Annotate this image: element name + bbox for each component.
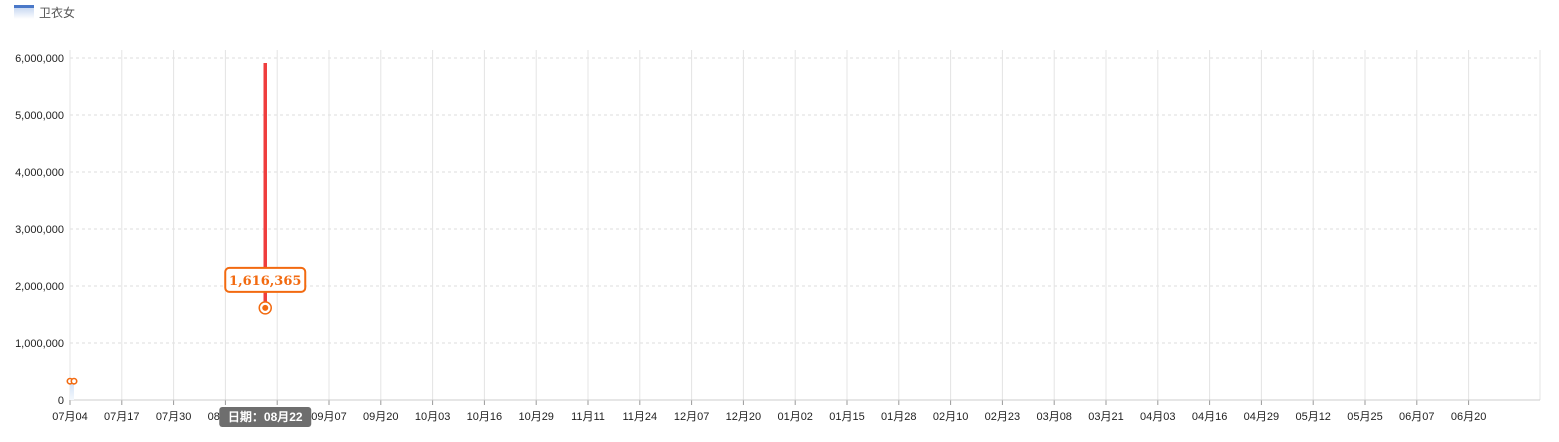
x-tick-label: 10月29 [518, 411, 553, 423]
y-tick-label: 5,000,000 [15, 110, 64, 122]
x-tick-label: 11月24 [622, 411, 657, 423]
x-tick-label: 12月07 [674, 411, 709, 423]
y-tick-label: 0 [58, 395, 64, 407]
hover-overlay: 1,616,365 日期：08月22 [219, 63, 312, 427]
x-tick-label: 04月03 [1140, 411, 1175, 423]
x-tick-label: 06月20 [1451, 411, 1486, 423]
x-tick-label: 02月23 [985, 411, 1020, 423]
value-tooltip [224, 266, 307, 293]
y-tick-label: 3,000,000 [15, 224, 64, 236]
x-tick-label: 02月10 [933, 411, 968, 423]
hover-point-halo [258, 301, 272, 315]
x-tick-label: 12月20 [726, 411, 761, 423]
x-tick-label: 11月11 [571, 411, 605, 423]
x-tooltip-date: 日期：08月22 [228, 409, 303, 424]
legend-swatch-icon [14, 5, 34, 19]
x-tick-label: 03月21 [1088, 411, 1123, 423]
x-tick-label: 07月30 [156, 411, 191, 423]
x-tick-label: 10月16 [467, 411, 502, 423]
x-tick-label: 04月16 [1192, 411, 1227, 423]
data-point[interactable] [70, 377, 78, 385]
x-tick-label: 04月29 [1244, 411, 1279, 423]
x-tooltip [219, 407, 312, 427]
hover-point [262, 304, 269, 311]
x-tick-label: 05月12 [1295, 411, 1330, 423]
grid [69, 50, 1541, 400]
tooltip-value: 1,616,365 [229, 274, 301, 289]
x-tick-label: 03月08 [1036, 411, 1071, 423]
x-tick-label: 10月03 [415, 411, 450, 423]
x-tick-label: 06月07 [1399, 411, 1434, 423]
x-tick-label: 01月28 [881, 411, 916, 423]
y-tick-label: 1,000,000 [15, 338, 64, 350]
x-tick-label: 01月15 [829, 411, 864, 423]
axes: 0 1,000,000 2,000,000 3,000,000 4,000,000 5,0… [15, 53, 1540, 423]
x-tick-label: 07月04 [52, 411, 87, 423]
y-tick-label: 4,000,000 [15, 167, 64, 179]
y-tick-label: 6,000,000 [15, 53, 64, 65]
legend[interactable]: 卫衣女 [14, 5, 75, 21]
series-area [70, 381, 74, 400]
legend-label: 卫衣女 [39, 6, 76, 20]
y-tick-label: 2,000,000 [15, 281, 64, 293]
x-tick-label: 05月25 [1347, 411, 1382, 423]
x-tick-label: 09月20 [363, 411, 398, 423]
x-tick-label: 07月17 [104, 411, 139, 423]
series-points [66, 377, 78, 385]
x-tick-label: 01月02 [777, 411, 812, 423]
x-tick-label: 09月07 [311, 411, 346, 423]
